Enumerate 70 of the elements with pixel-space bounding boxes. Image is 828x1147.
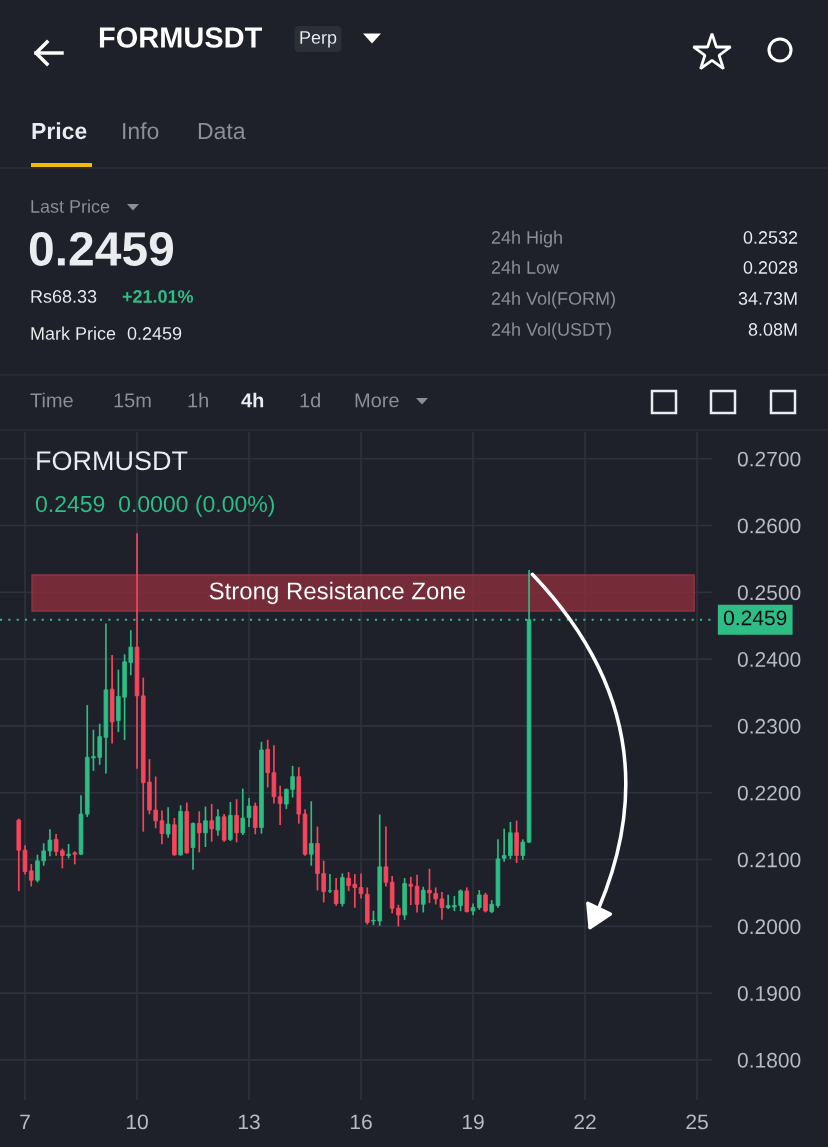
y-tick-label: 0.2400	[737, 652, 801, 667]
text: 0.2028	[743, 261, 798, 274]
y-tick-label: 0.1800	[737, 1052, 801, 1068]
y-tick-label: 0.2600	[737, 518, 801, 534]
text: Data	[198, 123, 246, 140]
candlestick	[420, 886, 426, 913]
y-tick-label: 0.2100	[737, 852, 801, 868]
annotation: 0.2459 0.0000 (0.00%)	[35, 495, 274, 517]
candlestick	[483, 892, 488, 913]
text: 15m	[114, 393, 151, 408]
text: 1h	[188, 392, 208, 408]
x-tick-label: 19	[462, 1114, 484, 1130]
y-tick-label: 0.2300	[737, 718, 801, 734]
candlestick	[196, 811, 202, 853]
candlestick	[252, 802, 258, 835]
candlestick	[358, 873, 364, 899]
candlestick	[165, 807, 171, 838]
text: 0.2459	[29, 231, 174, 266]
text: 4h	[241, 392, 264, 408]
x-tick-label: 13	[238, 1114, 260, 1130]
text: 24h Low	[491, 260, 560, 274]
y-tick-label: 0.2000	[737, 919, 801, 935]
text: Time	[30, 392, 73, 408]
text: Info	[123, 122, 159, 140]
text: 0.2459	[127, 327, 182, 340]
candlestick	[514, 820, 519, 864]
text: +21.01%	[122, 290, 194, 303]
text: Mark Price	[31, 326, 116, 340]
text: More	[355, 393, 399, 408]
candlestick	[414, 874, 420, 913]
text: 34.73M	[738, 292, 797, 305]
x-tick-label: 22	[574, 1114, 596, 1130]
x-tick-label: 16	[350, 1114, 372, 1130]
y-tick-label: 0.1900	[737, 986, 801, 1001]
ref-line-label: 0.2459	[723, 610, 787, 626]
candlestick	[333, 878, 339, 906]
text: 24h High	[491, 230, 562, 248]
text: Last Price	[31, 199, 110, 213]
candlestick	[520, 839, 526, 860]
candlestick	[221, 813, 227, 842]
text: 1d	[300, 392, 320, 408]
text: 0.2532	[743, 231, 798, 244]
text: Rs68.33	[31, 290, 97, 303]
candlestick	[408, 876, 414, 906]
y-tick-label: 0.2500	[737, 585, 801, 601]
candlestick	[464, 887, 470, 913]
band-label: Strong Resistance Zone	[209, 581, 466, 605]
text: 24h Vol(FORM)	[491, 291, 615, 309]
y-tick-label: 0.2700	[737, 451, 801, 467]
text: 24h Vol(USDT)	[491, 322, 611, 340]
text: Perp	[300, 31, 337, 48]
candlestick	[240, 788, 246, 835]
annotation: FORMUSDT	[37, 451, 188, 471]
candlestick	[209, 803, 214, 842]
chart-title: FORMUSDT	[99, 27, 262, 48]
candlestick	[246, 797, 252, 827]
candlestick	[72, 851, 78, 865]
text: Price	[32, 122, 87, 140]
candlestick	[383, 826, 389, 887]
candlestick	[308, 801, 314, 866]
x-tick-label: 25	[686, 1114, 708, 1130]
text: 8.08M	[748, 323, 797, 336]
candlestick	[277, 785, 283, 825]
y-tick-label: 0.2200	[737, 785, 801, 801]
candlestick	[215, 809, 221, 836]
candlestick	[327, 874, 333, 894]
x-tick-label: 7	[20, 1114, 30, 1130]
x-tick-label: 10	[126, 1114, 148, 1130]
candlestick	[234, 799, 239, 843]
candlestick	[203, 806, 208, 847]
